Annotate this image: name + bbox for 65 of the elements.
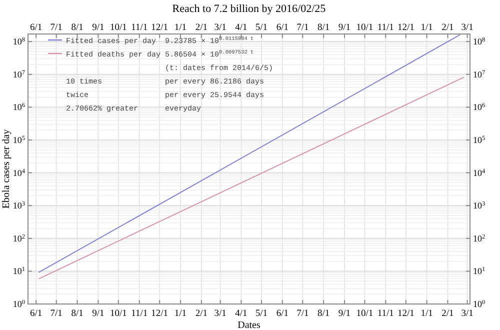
x2-tick-label: 11/1 xyxy=(377,309,394,319)
x2-tick-label: 11/1 xyxy=(131,309,148,319)
x-tick-label: 7/1 xyxy=(50,23,63,33)
x-tick-label: 3/1 xyxy=(461,23,474,33)
x2-tick-label: 2/1 xyxy=(442,309,454,319)
x2-tick-label: 9/1 xyxy=(92,309,104,319)
x-tick-label: 9/1 xyxy=(92,23,104,33)
x-tick-label: 8/1 xyxy=(71,23,84,33)
text: 10$^{8}$ xyxy=(473,36,486,47)
x-tick-label: 9/1 xyxy=(338,23,351,33)
x2-tick-label: 6/1 xyxy=(30,309,42,319)
x2-tick-label: 7/1 xyxy=(50,309,63,319)
x-tick-label: 8/1 xyxy=(317,23,330,33)
x2-tick-label: 10/1 xyxy=(356,309,374,319)
y-tick-label: 10$^{0}$ xyxy=(12,298,25,309)
x-tick-label: 3/1 xyxy=(214,23,227,33)
text: 10$^{7}$ xyxy=(473,68,486,80)
y-tick-label: 10$^{3}$ xyxy=(12,200,25,211)
y-tick-label: 10$^{6}$ xyxy=(12,102,25,112)
x2-tick-label: 1/1 xyxy=(420,309,434,319)
text: 10$^{6}$ xyxy=(473,102,486,112)
x2-tick-label: 3/1 xyxy=(461,309,474,319)
y-tick-label: 10$^{2}$ xyxy=(12,232,25,244)
y-tick-label: 10$^{7}$ xyxy=(12,68,25,80)
x-tick-label: 5/1 xyxy=(255,23,268,33)
x2-tick-label: 7/1 xyxy=(296,309,309,319)
text: 10$^{0}$ xyxy=(473,298,486,309)
x2-tick-label: 8/1 xyxy=(71,309,84,319)
text: 10$^{3}$ xyxy=(473,200,486,211)
x2-tick-label: 2/1 xyxy=(195,309,208,319)
x-tick-label: 1/1 xyxy=(174,23,187,33)
text: 10$^{4}$ xyxy=(473,167,486,178)
y-tick-label: 10$^{8}$ xyxy=(12,36,25,47)
y-tick-label: 10$^{4}$ xyxy=(12,167,26,178)
x-tick-label: 12/1 xyxy=(151,23,168,33)
y-tick-label: 10$^{5}$ xyxy=(12,134,25,145)
x2-tick-label: 5/1 xyxy=(255,309,268,319)
text: 10$^{1}$ xyxy=(473,266,486,276)
x-tick-label: 12/1 xyxy=(397,23,415,33)
x-tick-label: 4/1 xyxy=(235,23,248,33)
x-tick-label: 7/1 xyxy=(296,23,309,33)
x2-tick-label: 3/1 xyxy=(214,309,227,319)
x-tick-label: 6/1 xyxy=(30,23,42,33)
x2-tick-label: 12/1 xyxy=(151,309,168,319)
x2-tick-label: 9/1 xyxy=(338,309,351,319)
x-tick-label: 2/1 xyxy=(195,23,208,33)
x2-tick-label: 1/1 xyxy=(174,309,187,319)
x-tick-label: 10/1 xyxy=(356,23,374,33)
x-tick-label: 11/1 xyxy=(131,23,148,33)
x-tick-label: 2/1 xyxy=(442,23,454,33)
x-tick-label: 10/1 xyxy=(110,23,128,33)
x-tick-label: 11/1 xyxy=(377,23,394,33)
x2-tick-label: 8/1 xyxy=(317,309,330,319)
x-tick-label: 6/1 xyxy=(276,23,289,33)
x2-tick-label: 6/1 xyxy=(276,309,289,319)
x-tick-label: 1/1 xyxy=(420,23,434,33)
x2-tick-label: 12/1 xyxy=(397,309,415,319)
x-axis-title: Dates xyxy=(238,320,260,330)
text: 10$^{2}$ xyxy=(473,232,486,244)
text: 10$^{5}$ xyxy=(473,134,486,145)
x2-tick-label: 4/1 xyxy=(235,309,248,319)
y-tick-label: 10$^{1}$ xyxy=(12,266,25,276)
x2-tick-label: 10/1 xyxy=(110,309,128,319)
y-axis-title: Ebola cases per day xyxy=(1,129,12,209)
chart-title: Reach to 7.2 billion by 2016/02/25 xyxy=(172,3,326,15)
